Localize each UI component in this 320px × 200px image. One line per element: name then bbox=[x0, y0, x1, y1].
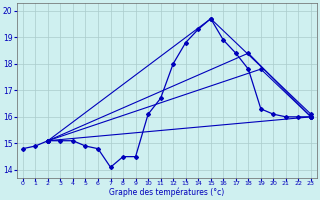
X-axis label: Graphe des températures (°c): Graphe des températures (°c) bbox=[109, 188, 225, 197]
